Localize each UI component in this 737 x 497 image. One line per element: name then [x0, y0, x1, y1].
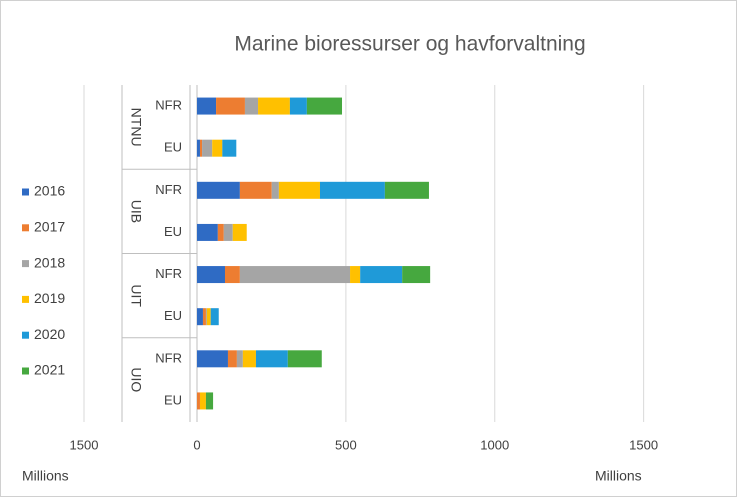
bar-segment	[223, 223, 233, 241]
legend-swatch	[22, 260, 29, 268]
y-tick-label: EU	[164, 392, 182, 407]
legend-label: 2020	[34, 326, 65, 342]
group-label: NTNU	[128, 108, 144, 147]
legend-swatch	[22, 331, 29, 339]
bar-segment	[227, 350, 237, 368]
y-tick-label: NFR	[155, 182, 182, 197]
bar-segment	[255, 350, 288, 368]
bar-segment	[202, 139, 213, 157]
x-tick-label: 0	[193, 437, 200, 452]
bar-segment	[402, 266, 431, 284]
legend-swatch	[22, 367, 29, 375]
bar-segment	[350, 266, 361, 284]
legend-label: 2021	[34, 362, 65, 378]
legend-label: 2018	[34, 254, 65, 270]
x2-axis-label: Millions	[22, 468, 69, 484]
group-label: UIT	[128, 284, 144, 307]
bar-segment	[384, 181, 429, 199]
x2-tick-label: 1500	[70, 437, 99, 452]
legend-label: 2016	[34, 183, 65, 199]
bar-segment	[236, 350, 243, 368]
x-tick-label: 1500	[629, 437, 658, 452]
legend-label: 2019	[34, 290, 65, 306]
bar-segment	[258, 97, 290, 115]
y-tick-label: EU	[164, 140, 182, 155]
x-tick-label: 1000	[480, 437, 509, 452]
group-label: UIB	[128, 200, 144, 223]
bar-segment	[278, 181, 320, 199]
bar-segment	[199, 392, 206, 410]
bar-segment	[224, 266, 240, 284]
bar-segment	[360, 266, 403, 284]
bar-segment	[216, 97, 245, 115]
bar-segment	[289, 97, 307, 115]
bar-segment	[232, 223, 247, 241]
bar-segment	[244, 97, 259, 115]
bar-segment	[197, 223, 218, 241]
legend-label: 2017	[34, 219, 65, 235]
y-tick-label: EU	[164, 308, 182, 323]
y-tick-label: NFR	[155, 98, 182, 113]
group-label: UIO	[128, 367, 144, 392]
bar-segment	[197, 139, 200, 157]
bar-segment	[210, 308, 219, 326]
y-tick-label: NFR	[155, 266, 182, 281]
bar-segment	[197, 97, 217, 115]
bar-segment	[239, 266, 351, 284]
bar-segment	[197, 181, 240, 199]
bar-segment	[197, 308, 203, 326]
bar-segment	[239, 181, 272, 199]
chart-title: Marine bioressurser og havforvaltning	[234, 33, 585, 56]
bar-segment	[197, 350, 228, 368]
y-tick-label: EU	[164, 224, 182, 239]
bar-segment	[287, 350, 322, 368]
legend-swatch	[22, 295, 29, 303]
bar-segment	[306, 97, 343, 115]
legend-swatch	[22, 188, 29, 196]
x-tick-label: 500	[335, 437, 357, 452]
bar-segment	[205, 308, 207, 326]
bar-segment	[319, 181, 385, 199]
bar-segment	[212, 139, 223, 157]
y-tick-label: NFR	[155, 350, 182, 365]
legend-swatch	[22, 224, 29, 232]
bar-segment	[206, 308, 211, 326]
bar-segment	[202, 308, 206, 326]
bar-segment	[205, 392, 214, 410]
bar-segment	[217, 223, 224, 241]
bar-segment	[197, 266, 225, 284]
bar-segment	[242, 350, 256, 368]
x-axis-label: Millions	[595, 468, 642, 484]
bar-segment	[197, 392, 200, 410]
bar-segment	[199, 139, 203, 157]
bar-segment	[271, 181, 279, 199]
bar-segment	[222, 139, 237, 157]
